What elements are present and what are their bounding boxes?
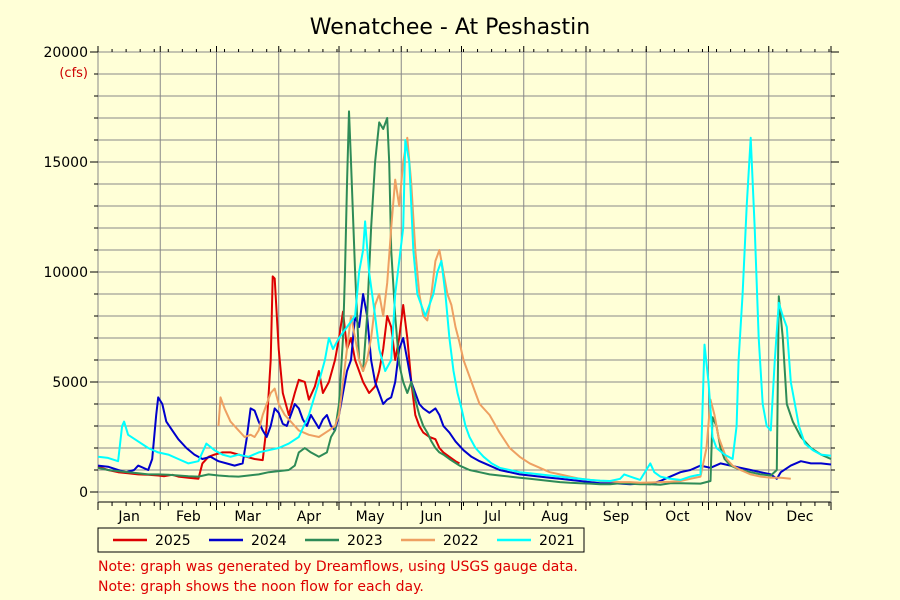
x-tick-label: Aug <box>541 509 568 525</box>
y-tick-label: 10000 <box>43 265 88 281</box>
x-tick-label: Apr <box>297 509 321 525</box>
legend-label-2021: 2021 <box>539 533 575 549</box>
note-2: Note: graph shows the noon flow for each… <box>98 579 424 595</box>
legend-label-2024: 2024 <box>251 533 287 549</box>
grid-lines <box>97 51 832 502</box>
y-axis: 0 5000 10000 15000 20000 <box>43 45 839 501</box>
series-lines <box>97 110 832 486</box>
chart-title: Wenatchee - At Peshastin <box>310 15 590 40</box>
x-tick-label: Oct <box>665 509 690 525</box>
legend-label-2022: 2022 <box>443 533 479 549</box>
x-tick-label: Dec <box>786 509 813 525</box>
series-line-2025 <box>97 275 460 480</box>
legend: 2025 2024 2023 2022 2021 <box>97 527 585 553</box>
x-tick-label: Nov <box>725 509 752 525</box>
x-tick-label: Jan <box>117 509 140 525</box>
legend-label-2025: 2025 <box>155 533 191 549</box>
y-tick-label: 15000 <box>43 155 88 171</box>
x-tick-label: Jun <box>419 509 442 525</box>
x-tick-label: Feb <box>176 509 201 525</box>
y-tick-label: 5000 <box>52 375 88 391</box>
y-axis-unit: (cfs) <box>59 66 88 81</box>
plot-area <box>97 51 832 503</box>
y-tick-label: 20000 <box>43 45 88 61</box>
legend-box <box>97 527 585 553</box>
series-line-2021 <box>97 136 832 482</box>
x-tick-label: Mar <box>234 509 261 525</box>
y-tick-label: 0 <box>79 485 88 501</box>
series-line-2023 <box>97 110 832 486</box>
note-1: Note: graph was generated by Dreamflows,… <box>98 559 578 575</box>
x-axis: Jan Feb Mar Apr May Jun Jul Aug Sep Oct Nov Dec <box>97 46 832 525</box>
x-tick-label: Sep <box>603 509 630 525</box>
x-tick-label: Jul <box>483 509 501 525</box>
x-tick-label: May <box>356 509 385 525</box>
series-line-2022 <box>217 136 791 484</box>
legend-label-2023: 2023 <box>347 533 383 549</box>
